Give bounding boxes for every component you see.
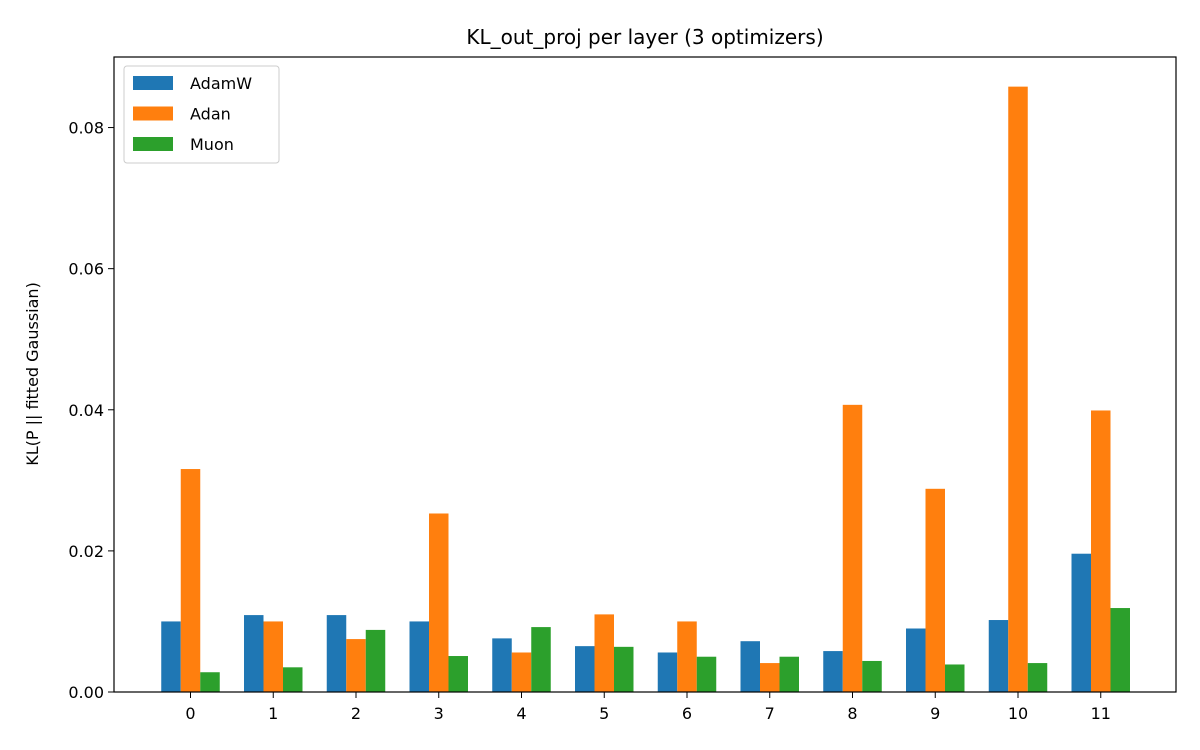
bar-adan-5 [594, 614, 614, 692]
bar-adan-1 [263, 621, 283, 692]
bar-adamw-10 [988, 620, 1009, 692]
bar-adan-11 [1091, 410, 1111, 692]
bar-muon-9 [945, 664, 965, 692]
bar-adan-10 [1008, 86, 1028, 692]
bar-adamw-7 [740, 641, 760, 692]
bar-adamw-3 [409, 621, 429, 692]
bar-adan-7 [760, 663, 780, 692]
x-tick-label: 7 [765, 704, 775, 723]
bar-adamw-0 [161, 621, 181, 692]
legend: AdamW Adan Muon [123, 65, 280, 164]
bar-adamw-11 [1071, 553, 1091, 692]
plot-frame [113, 56, 1177, 693]
bar-muon-6 [696, 656, 717, 692]
bar-muon-10 [1027, 663, 1048, 692]
bar-muon-2 [365, 629, 386, 692]
y-tick-label: 0.04 [68, 401, 104, 420]
bar-adamw-4 [492, 638, 512, 692]
bar-adamw-1 [244, 615, 264, 692]
bar-adamw-2 [326, 615, 347, 692]
x-tick-label: 9 [930, 704, 940, 723]
chart-title: KL_out_proj per layer (3 optimizers) [466, 25, 823, 49]
x-tick-label: 8 [847, 704, 857, 723]
bar-muon-4 [531, 627, 551, 692]
legend-swatch-muon [133, 137, 173, 151]
bar-muon-0 [200, 672, 220, 692]
legend-label-adan: Adan [190, 105, 231, 124]
bar-adan-9 [925, 488, 945, 692]
bar-adamw-6 [657, 652, 678, 692]
x-tick-label: 11 [1091, 704, 1111, 723]
bar-muon-3 [448, 656, 468, 692]
x-tick-label: 0 [185, 704, 195, 723]
x-axis-ticks: 0 1 2 3 4 5 6 7 8 9 10 11 [185, 692, 1111, 723]
bar-muon-7 [779, 656, 799, 692]
bar-muon-8 [862, 660, 882, 692]
bar-adan-8 [842, 404, 863, 692]
x-tick-label: 6 [682, 704, 692, 723]
legend-label-muon: Muon [190, 135, 234, 154]
bar-adan-4 [511, 652, 532, 692]
bar-adamw-8 [823, 651, 843, 692]
bar-muon-11 [1110, 608, 1130, 692]
legend-label-adamw: AdamW [190, 74, 252, 93]
bar-adamw-5 [575, 646, 595, 692]
x-tick-label: 4 [516, 704, 526, 723]
x-tick-label: 2 [351, 704, 361, 723]
x-tick-label: 1 [268, 704, 278, 723]
y-axis-ticks: 0.00 0.02 0.04 0.06 0.08 [68, 119, 114, 702]
bar-adan-6 [677, 621, 697, 692]
x-tick-label: 3 [434, 704, 444, 723]
bars-group [161, 86, 1130, 692]
y-tick-label: 0.06 [68, 260, 104, 279]
x-tick-label: 5 [599, 704, 609, 723]
bar-adan-2 [346, 639, 366, 692]
bar-adan-0 [180, 469, 201, 692]
legend-swatch-adamw [133, 76, 173, 90]
bar-muon-5 [614, 646, 634, 692]
bar-adamw-9 [906, 628, 926, 692]
y-tick-label: 0.08 [68, 119, 104, 138]
x-tick-label: 10 [1008, 704, 1028, 723]
y-axis-label: KL(P || fitted Gaussian) [23, 282, 42, 466]
y-tick-label: 0.00 [68, 683, 104, 702]
y-tick-label: 0.02 [68, 542, 104, 561]
bar-muon-1 [283, 667, 303, 692]
legend-swatch-adan [133, 106, 173, 121]
bar-adan-3 [429, 513, 449, 692]
